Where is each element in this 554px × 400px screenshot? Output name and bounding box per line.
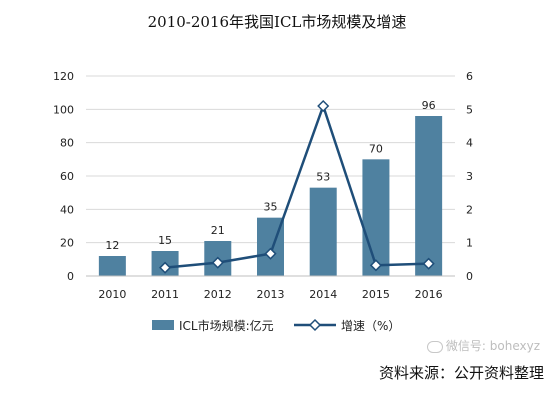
bar-data-label: 35	[264, 201, 278, 214]
y-right-tick-label: 6	[466, 70, 473, 83]
wechat-icon	[426, 340, 443, 353]
bar-data-label: 53	[316, 171, 330, 184]
x-tick-label: 2013	[257, 288, 285, 301]
y-right-tick-label: 0	[466, 270, 473, 283]
y-right-tick-label: 4	[466, 137, 473, 150]
source-note: 资料来源：公开资料整理	[378, 364, 544, 382]
growth-marker	[317, 99, 330, 113]
bar-data-label: 15	[158, 234, 172, 247]
y-left-tick-label: 120	[53, 70, 74, 83]
growth-marker	[264, 247, 277, 260]
y-right-tick-label: 2	[466, 203, 473, 216]
bar	[309, 187, 337, 276]
growth-marker	[369, 259, 382, 272]
legend-line-marker	[308, 318, 322, 332]
bar	[362, 159, 390, 276]
y-right-tick-label: 5	[466, 103, 473, 116]
legend-bar-label: ICL市场规模:亿元	[179, 318, 274, 333]
bar-data-label: 12	[105, 239, 119, 252]
y-left-tick-label: 100	[53, 103, 74, 116]
x-tick-label: 2011	[151, 288, 179, 301]
y-left-tick-label: 20	[60, 237, 74, 250]
legend-line-label: 增速（%）	[341, 319, 400, 333]
watermark-text: 微信号: bohexyz	[445, 339, 540, 353]
chart-title: 2010-2016年我国ICL市场规模及增速	[147, 13, 407, 31]
bar-data-label: 96	[422, 99, 436, 112]
x-tick-label: 2010	[98, 288, 126, 301]
bar	[415, 116, 443, 276]
y-right-tick-label: 1	[466, 237, 473, 250]
legend-bar-swatch	[152, 320, 174, 330]
bar-data-label: 70	[369, 142, 383, 155]
y-left-tick-label: 60	[60, 170, 74, 183]
x-tick-label: 2016	[415, 288, 443, 301]
y-left-tick-label: 80	[60, 137, 74, 150]
y-left-tick-label: 0	[67, 270, 74, 283]
bar-data-label: 21	[211, 224, 225, 237]
x-tick-label: 2014	[309, 288, 337, 301]
growth-marker	[422, 257, 435, 270]
growth-marker	[211, 256, 224, 269]
y-left-tick-label: 40	[60, 203, 74, 216]
x-tick-label: 2015	[362, 288, 390, 301]
growth-marker	[159, 261, 172, 274]
bar	[98, 256, 126, 276]
y-right-tick-label: 3	[466, 170, 473, 183]
x-tick-label: 2012	[204, 288, 232, 301]
watermark: 微信号: bohexyz	[426, 337, 540, 354]
growth-line	[164, 102, 429, 269]
